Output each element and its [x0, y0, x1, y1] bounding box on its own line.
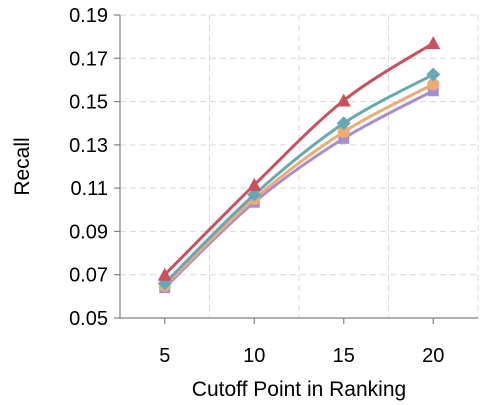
x-axis-title: Cutoff Point in Ranking — [192, 378, 406, 401]
square-marker — [338, 132, 350, 144]
x-tick-label: 20 — [422, 345, 444, 367]
data-series — [157, 36, 441, 294]
series-4 — [157, 36, 441, 281]
triangle-marker — [426, 36, 441, 50]
y-tick-label: 0.07 — [69, 265, 108, 287]
circle-marker — [427, 78, 440, 91]
y-tick-labels: 0.05 0.07 0.09 0.11 0.13 0.15 0.17 0.19 — [69, 5, 120, 330]
gridlines — [120, 14, 479, 318]
triangle-marker — [247, 177, 262, 191]
y-tick-label: 0.19 — [69, 5, 108, 27]
y-tick-label: 0.09 — [69, 221, 108, 243]
circle-marker — [337, 125, 350, 138]
series-line — [163, 89, 435, 290]
x-tick-labels: 5 10 15 20 — [159, 318, 444, 367]
x-tick-label: 5 — [159, 345, 170, 367]
diamond-marker — [247, 187, 262, 202]
y-axis-title: Recall — [11, 137, 34, 195]
y-tick-label: 0.17 — [69, 48, 108, 70]
diamond-marker — [336, 116, 351, 131]
y-tick-label: 0.11 — [71, 178, 108, 200]
y-tick-label: 0.13 — [69, 135, 108, 157]
x-tick-label: 15 — [333, 345, 355, 367]
axes — [119, 15, 478, 319]
triangle-marker — [336, 93, 351, 107]
x-tick-label: 10 — [243, 345, 265, 367]
triangle-marker — [157, 267, 172, 281]
series-line — [163, 41, 435, 277]
series-line — [163, 82, 435, 288]
y-tick-label: 0.15 — [69, 92, 108, 114]
series-line — [163, 73, 435, 285]
diamond-marker — [426, 67, 441, 82]
square-marker — [427, 85, 439, 97]
y-tick-label: 0.05 — [69, 308, 108, 330]
